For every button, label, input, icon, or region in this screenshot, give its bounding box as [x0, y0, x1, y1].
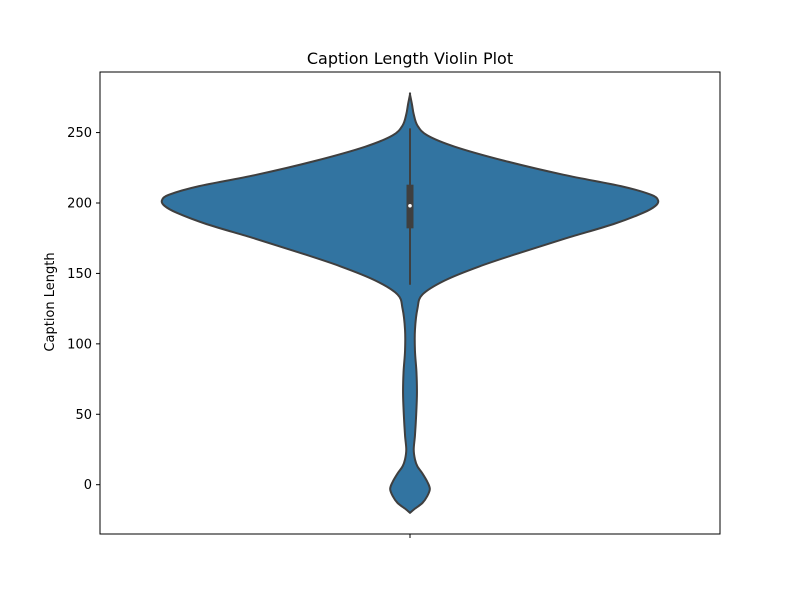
chart-title: Caption Length Violin Plot — [307, 49, 513, 68]
y-axis-label: Caption Length — [43, 252, 58, 351]
y-tick-label: 0 — [84, 478, 92, 493]
y-tick-label: 50 — [75, 408, 92, 423]
y-axis-ticks: 0 50 100 150 200 250 — [67, 126, 100, 493]
violin-median-point — [408, 204, 412, 208]
y-tick-label: 100 — [67, 337, 92, 352]
violin-body — [160, 92, 660, 514]
y-tick-label: 200 — [67, 196, 92, 211]
y-tick-label: 250 — [67, 126, 92, 141]
y-tick-label: 150 — [67, 267, 92, 282]
plot-area — [160, 92, 660, 514]
axes-frame — [99, 71, 721, 535]
